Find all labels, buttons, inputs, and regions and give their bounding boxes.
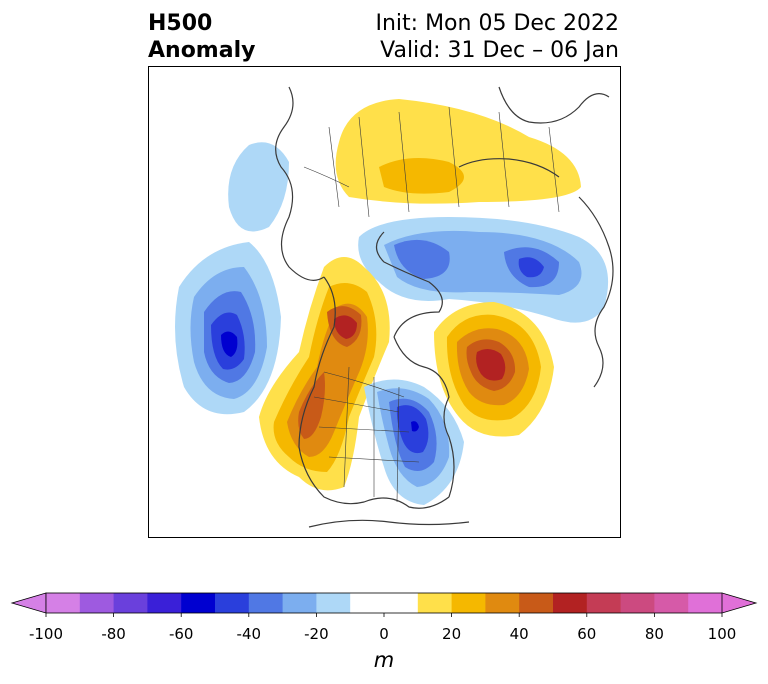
colorbar-tick-label: -100 bbox=[28, 625, 64, 643]
colorbar-segment bbox=[181, 593, 216, 613]
borders bbox=[303, 106, 560, 503]
colorbar-tick-label: -80 bbox=[101, 625, 126, 643]
colorbar-segment bbox=[147, 593, 182, 613]
colorbar-segment bbox=[553, 593, 588, 613]
init-date: Init: Mon 05 Dec 2022 bbox=[375, 11, 620, 36]
colorbar-segment bbox=[350, 593, 385, 613]
western-na-ridge bbox=[259, 257, 390, 491]
colorbar-bar bbox=[10, 592, 758, 617]
anomaly-map bbox=[148, 66, 621, 538]
colorbar-segment bbox=[46, 593, 81, 613]
eastern-na-trough bbox=[364, 379, 464, 505]
gulf-of-alaska-trough bbox=[175, 242, 281, 415]
colorbar-segment bbox=[451, 593, 486, 613]
colorbar-tick-label: 20 bbox=[442, 625, 462, 643]
north-atlantic-ridge bbox=[434, 302, 554, 437]
colorbar-segment bbox=[654, 593, 689, 613]
colorbar-segment bbox=[316, 593, 351, 613]
arctic-trough bbox=[358, 217, 609, 323]
colorbar-segment bbox=[620, 593, 655, 613]
colorbar-segment bbox=[688, 593, 723, 613]
coastlines bbox=[275, 86, 614, 528]
valid-range: Valid: 31 Dec – 06 Jan bbox=[380, 38, 619, 63]
colorbar-tick-label: -40 bbox=[236, 625, 262, 643]
map-dates: Init: Mon 05 Dec 2022 Valid: 31 Dec – 06… bbox=[376, 10, 620, 64]
siberia-ridge bbox=[335, 99, 581, 204]
colorbar-extend-max bbox=[721, 592, 758, 614]
colorbar-segment bbox=[215, 593, 250, 613]
colorbar-tick-label: -20 bbox=[304, 625, 329, 643]
colorbar: -100 -80 -60 -40 -20 0 20 40 60 80 100 m bbox=[10, 588, 758, 678]
colorbar-segment bbox=[79, 593, 115, 613]
colorbar-extend-min bbox=[10, 592, 47, 614]
colorbar-tick-label: -60 bbox=[168, 625, 194, 643]
map-title: H500 Anomaly bbox=[148, 10, 255, 64]
title-variable: H500 bbox=[148, 11, 213, 36]
colorbar-segment bbox=[485, 593, 520, 613]
colorbar-segment bbox=[586, 593, 622, 613]
colorbar-segment bbox=[384, 593, 419, 613]
colorbar-tick-label: 0 bbox=[379, 625, 389, 643]
colorbar-tick-label: 60 bbox=[577, 625, 597, 643]
bering-trough bbox=[228, 142, 289, 232]
colorbar-segment bbox=[519, 593, 554, 613]
colorbar-tick-label: 80 bbox=[644, 625, 664, 643]
colorbar-segment bbox=[248, 593, 284, 613]
title-field: Anomaly bbox=[148, 38, 256, 63]
colorbar-segment bbox=[113, 593, 148, 613]
colorbar-segment bbox=[282, 593, 317, 613]
colorbar-tick-label: 100 bbox=[707, 625, 737, 643]
colorbar-segment bbox=[417, 593, 453, 613]
colorbar-unit: m bbox=[373, 648, 395, 672]
colorbar-tick-label: 40 bbox=[509, 625, 529, 643]
